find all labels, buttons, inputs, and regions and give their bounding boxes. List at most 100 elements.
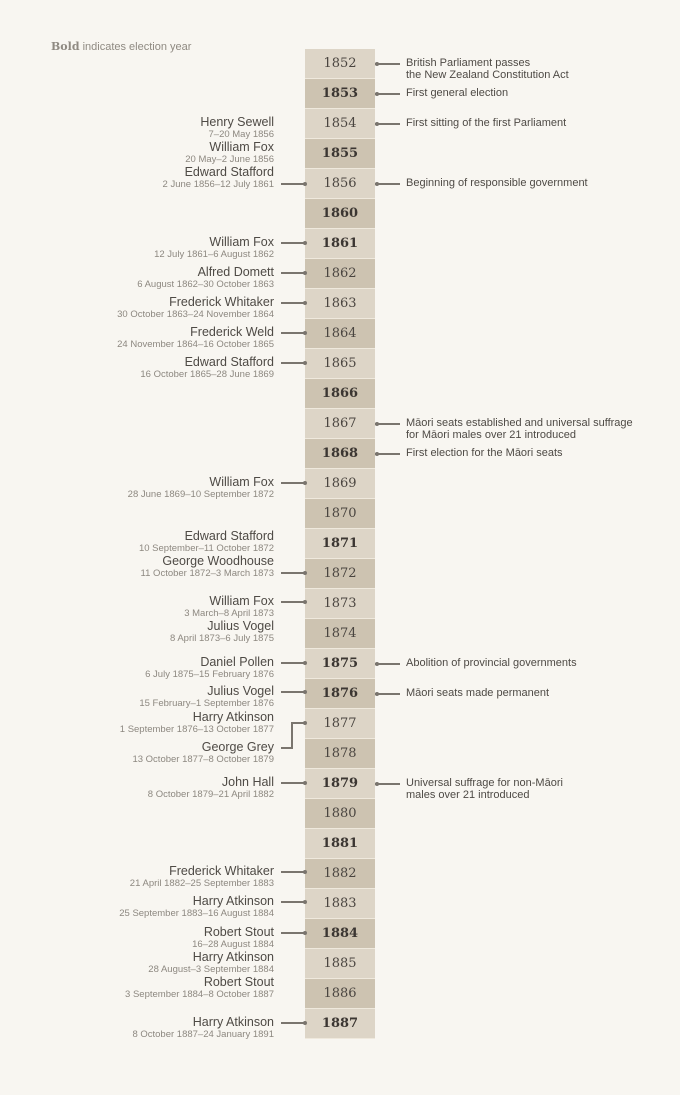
premier-dates: 3 September 1884–8 October 1887 (125, 989, 274, 1000)
connector-line (281, 572, 305, 574)
event-note-1868: First election for the Māori seats (406, 447, 668, 459)
connector-dot (303, 900, 307, 904)
event-line: the New Zealand Constitution Act (406, 69, 569, 81)
year-cell-1886: 1886 (305, 979, 375, 1009)
event-line: First sitting of the first Parliament (406, 117, 567, 129)
connector-dot (303, 301, 307, 305)
premier-dates: 20 May–2 June 1856 (185, 154, 274, 165)
premier-dates: 28 August–3 September 1884 (148, 964, 274, 975)
premier-name: William Fox (209, 594, 274, 608)
premier-name: Harry Atkinson (192, 894, 274, 908)
premier-entry: Alfred Domett 6 August 1862–30 October 18… (137, 265, 274, 291)
connector-line (281, 901, 305, 903)
premier-name: Frederick Whitaker (169, 295, 274, 309)
year-cell-1853: 1853 (305, 79, 375, 109)
connector-dot (303, 661, 307, 665)
premier-name: Julius Vogel (207, 684, 274, 698)
premier-entry: Edward Stafford 16 October 1865–28 June 1… (140, 355, 274, 381)
connector-line (375, 663, 400, 665)
connector-dot (303, 721, 307, 725)
year-cell-1878: 1878 (305, 739, 375, 769)
premier-entry: Frederick Whitaker 30 October 1863–24 Nov… (117, 295, 274, 321)
connector-dot (303, 1021, 307, 1025)
connector-dot (303, 690, 307, 694)
premier-name: Robert Stout (203, 975, 274, 989)
year-cell-1867: 1867 (305, 409, 375, 439)
event-note-1879: Universal suffrage for non-Māori males ov… (406, 777, 668, 801)
premier-dates: 8 April 1873–6 July 1875 (169, 633, 274, 644)
premier-name: Frederick Whitaker (169, 864, 274, 878)
event-line: First election for the Māori seats (406, 447, 563, 459)
premier-entry: Julius Vogel 15 February–1 September 1876 (139, 684, 274, 710)
premier-dates: 6 July 1875–15 February 1876 (145, 669, 274, 680)
connector-line (281, 302, 305, 304)
year-cell-1863: 1863 (305, 289, 375, 319)
connector-dot (303, 481, 307, 485)
connector-line (281, 242, 305, 244)
event-line: males over 21 introduced (406, 789, 530, 801)
connector-dot (303, 271, 307, 275)
premier-entry: Edward Stafford 10 September–11 October 1… (138, 530, 274, 555)
premier-name: Edward Stafford (184, 355, 274, 369)
year-cell-1862: 1862 (305, 259, 375, 289)
premier-dates: 6 August 1862–30 October 1863 (137, 279, 274, 290)
connector-line (375, 123, 400, 125)
premier-entry: John Hall 8 October 1879–21 April 1882 (148, 776, 274, 801)
premier-dates: 15 February–1 September 1876 (139, 698, 274, 709)
premier-name: George Grey (201, 740, 274, 754)
year-cell-1870: 1870 (305, 499, 375, 529)
connector-dot (303, 931, 307, 935)
premier-name: Robert Stout (203, 925, 274, 939)
year-cell-1874: 1874 (305, 619, 375, 649)
connector-line (281, 332, 305, 334)
event-note-1856: Beginning of responsible government (406, 177, 668, 189)
premier-entry: Harry Atkinson 28 August–3 September 1884 (148, 951, 274, 976)
year-cell-1866: 1866 (305, 379, 375, 409)
premier-dates: 25 September 1883–16 August 1884 (119, 908, 274, 919)
premier-dates: 11 October 1872–3 March 1873 (140, 568, 274, 579)
year-cell-1855: 1855 (305, 139, 375, 169)
connector-line (292, 722, 305, 724)
premier-name: William Fox (209, 475, 274, 489)
event-line: First general election (406, 87, 509, 99)
connector-line (281, 747, 293, 749)
connector-dot (303, 361, 307, 365)
year-cell-1885: 1885 (305, 949, 375, 979)
event-note-1854: First sitting of the first Parliament (406, 117, 668, 129)
premier-name: William Fox (209, 140, 274, 154)
year-cell-1872: 1872 (305, 559, 375, 589)
premier-entry: William Fox 20 May–2 June 1856 (185, 140, 274, 166)
premier-name: George Woodhouse (162, 554, 274, 568)
premier-name: Harry Atkinson (192, 1015, 274, 1029)
event-line: British Parliament passes (406, 57, 531, 69)
premier-name: Alfred Domett (197, 265, 274, 279)
year-cell-1852: 1852 (305, 49, 375, 79)
premier-name: Frederick Weld (190, 325, 274, 339)
year-cell-1883: 1883 (305, 889, 375, 919)
premier-name: Harry Atkinson (192, 710, 274, 724)
premier-dates: 10 September–11 October 1872 (138, 543, 274, 554)
event-note-1852: British Parliament passes the New Zealand… (406, 57, 668, 81)
connector-dot (375, 692, 379, 696)
connector-line (375, 183, 400, 185)
premier-entry: Harry Atkinson 1 September 1876–13 Octobe… (120, 710, 274, 736)
year-cell-1860: 1860 (305, 199, 375, 229)
connector-line (375, 783, 400, 785)
premier-entry: Robert Stout 3 September 1884–8 October 1… (125, 975, 274, 1001)
year-cell-1868: 1868 (305, 439, 375, 469)
connector-line (281, 362, 305, 364)
event-line: Māori seats established and universal su… (406, 417, 633, 429)
premier-entry: Edward Stafford 2 June 1856–12 July 1861 (162, 166, 274, 191)
premier-entry: Harry Atkinson 25 September 1883–16 Augus… (119, 894, 274, 920)
event-line: for Māori males over 21 introduced (406, 429, 576, 441)
connector-line (375, 453, 400, 455)
premier-dates: 2 June 1856–12 July 1861 (162, 179, 274, 190)
year-cell-1864: 1864 (305, 319, 375, 349)
premier-entry: George Grey 13 October 1877–8 October 187… (132, 740, 274, 766)
premier-name: William Fox (209, 235, 274, 249)
connector-line (281, 601, 305, 603)
year-cell-1884: 1884 (305, 919, 375, 949)
connector-line (281, 871, 305, 873)
connector-line (281, 183, 305, 185)
premier-entry: William Fox 12 July 1861–6 August 1862 (154, 235, 274, 261)
